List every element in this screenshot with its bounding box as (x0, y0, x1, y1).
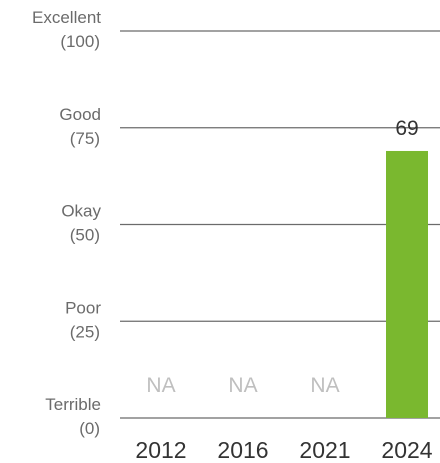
na-label-2012: NA (146, 374, 175, 397)
y-tick-name-75: Good (59, 105, 101, 124)
y-tick-value-0: (0) (79, 419, 100, 438)
x-tick-2021: 2021 (299, 437, 350, 463)
y-tick-value-50: (50) (70, 226, 100, 245)
x-tick-2012: 2012 (135, 437, 186, 463)
x-tick-2016: 2016 (217, 437, 268, 463)
y-tick-value-25: (25) (70, 322, 100, 341)
y-tick-value-75: (75) (70, 129, 100, 148)
y-tick-name-0: Terrible (45, 395, 101, 414)
y-tick-name-50: Okay (61, 202, 101, 221)
y-tick-name-100: Excellent (32, 8, 101, 27)
bars (386, 150, 428, 418)
y-tick-name-25: Poor (65, 298, 101, 317)
na-label-2016: NA (228, 374, 257, 397)
na-label-2021: NA (310, 374, 339, 397)
y-tick-value-100: (100) (60, 32, 100, 51)
y-axis-ticks: Excellent (100) Good (75) Okay (50) Poor (25) Te… (32, 8, 101, 438)
x-tick-2024: 2024 (381, 437, 432, 463)
data-label-2024: 69 (395, 117, 418, 140)
data-labels: NA NA NA 69 (146, 117, 418, 397)
bar-2024 (386, 150, 428, 418)
x-axis-ticks: 2012 2016 2021 2024 (135, 437, 432, 463)
